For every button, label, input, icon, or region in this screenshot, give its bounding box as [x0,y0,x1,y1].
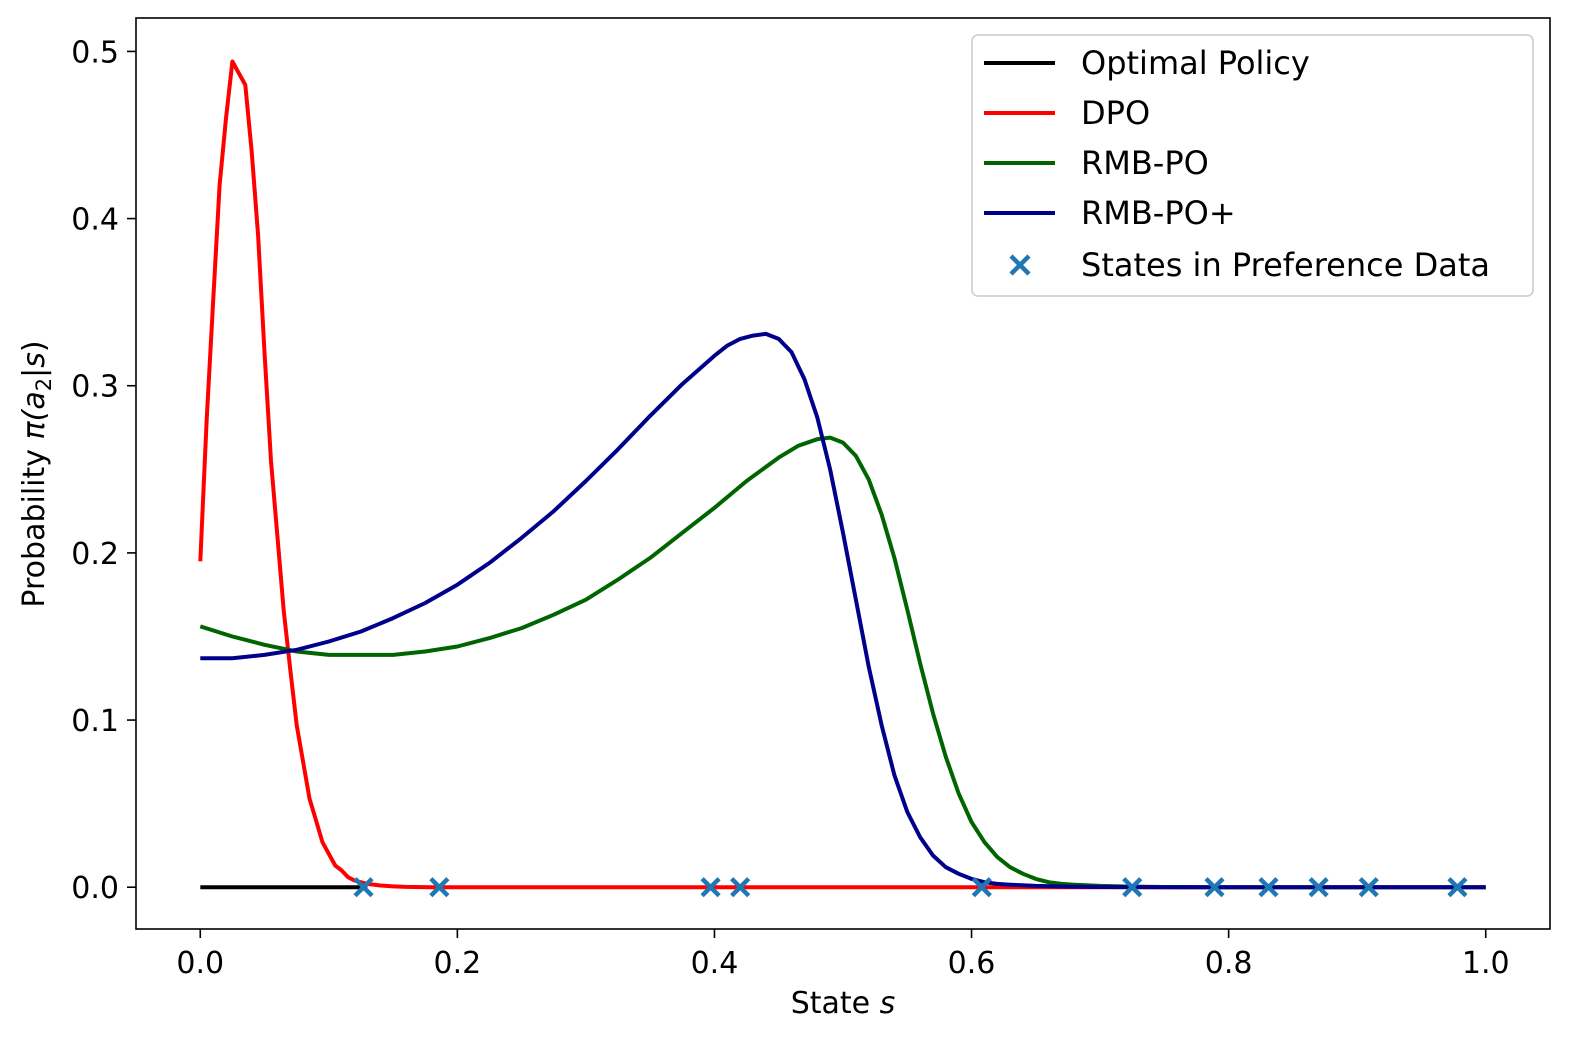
x-tick-label: 0.6 [948,946,996,981]
y-tick-label: 0.0 [71,871,119,906]
y-axis-label: Probability π(a2|s) [17,340,56,607]
series-layer [198,59,1486,890]
x-tick-label: 0.4 [691,946,739,981]
legend: Optimal Policy DPO RMB-PO RMB-PO+ States… [971,34,1534,297]
y-tick-label: 0.2 [71,537,119,572]
x-tick-label: 0.8 [1205,946,1253,981]
series-line-rmb-po [199,435,1486,890]
preference-state-marker [353,877,374,898]
preference-state-marker [1204,877,1225,898]
legend-box [971,34,1534,297]
preference-state-marker [730,877,751,898]
y-axis-ticks: 0.0 0.1 0.2 0.3 0.4 0.5 [71,35,136,906]
x-tick-label: 0.0 [176,946,224,981]
x-axis-label: State s [791,986,896,1021]
preference-state-marker [1358,877,1379,898]
preference-state-marker [429,877,450,898]
legend-label-dpo: DPO [1081,94,1150,132]
legend-swatch-states-marker [1009,254,1031,276]
y-tick-label: 0.4 [71,203,119,238]
legend-label-states: States in Preference Data [1081,246,1490,284]
preference-state-marker [971,877,992,898]
legend-label-rmb-po: RMB-PO [1081,144,1209,182]
series-line-dpo [198,59,1486,890]
scatter-layer [353,877,1468,898]
y-tick-label: 0.5 [71,35,119,70]
x-axis-ticks: 0.0 0.2 0.4 0.6 0.8 1.0 [176,929,1510,981]
x-tick-label: 0.2 [434,946,482,981]
preference-state-marker [1308,877,1329,898]
preference-state-marker [700,877,721,898]
series-line-rmb-po-plus [200,331,1486,890]
preference-state-marker [1447,877,1468,898]
preference-state-marker [1122,877,1143,898]
y-tick-label: 0.1 [71,704,119,739]
legend-label-optimal-policy: Optimal Policy [1081,44,1310,82]
legend-label-rmb-po-plus: RMB-PO+ [1081,194,1236,232]
plot-frame [135,17,1551,930]
preference-state-marker [1258,877,1279,898]
x-tick-label: 1.0 [1462,946,1510,981]
y-tick-label: 0.3 [71,370,119,405]
